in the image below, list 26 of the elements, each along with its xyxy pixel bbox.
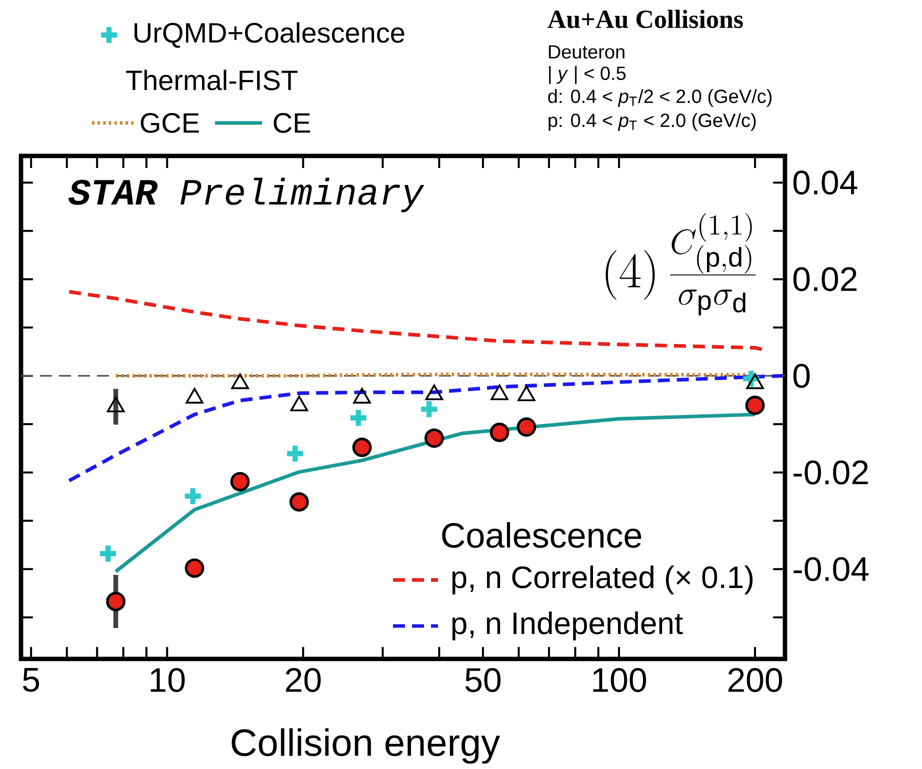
- text: | y | < 0.5: [549, 66, 626, 84]
- text: d: 0.4 < p$_{T}$/2 < 2.0 (GeV/c): [548, 89, 772, 107]
- y-tick-label: 0.04: [793, 170, 858, 195]
- text: p: 0.4 < p$_{T}$ < 2.0 (GeV/c): [548, 113, 756, 131]
- legend-label: GCE: [140, 113, 199, 133]
- x-tick-label: 10: [150, 668, 185, 692]
- y-tick-label: 0.02: [793, 267, 857, 292]
- text: Thermal-FIST: [126, 70, 298, 90]
- legend-label: UrQMD+Coalescence: [134, 22, 404, 48]
- x-axis-title: Collision energy: [232, 728, 500, 764]
- legend-title: Coalescence: [442, 522, 642, 548]
- legend-label: p, n Correlated (× 0.1): [452, 566, 753, 594]
- x-tick-label: 100: [593, 668, 646, 692]
- x-tick-label: 5: [22, 668, 40, 692]
- x-tick-label: 20: [286, 668, 321, 692]
- x-tick-label: 50: [465, 668, 501, 692]
- annotation: STAR Preliminary: [68, 178, 424, 212]
- chart-title: Au+Au Collisions: [548, 10, 743, 28]
- legend-label: p, n Independent: [452, 612, 683, 640]
- y-axis-title: $(4)\,\frac{C^{(1,1)}_{(\mathrm{p,d})}}{\sigma_{\mathrm{p}}\sigma_{\mathrm{d}}}$: [606, 212, 756, 316]
- y-tick-label: 0: [793, 364, 810, 388]
- y-tick-label: -0.02: [794, 460, 868, 485]
- x-tick-label: 200: [728, 668, 782, 692]
- legend-label: CE: [274, 113, 310, 133]
- text: Deuteron: [548, 45, 624, 59]
- y-tick-label: -0.04: [794, 557, 869, 582]
